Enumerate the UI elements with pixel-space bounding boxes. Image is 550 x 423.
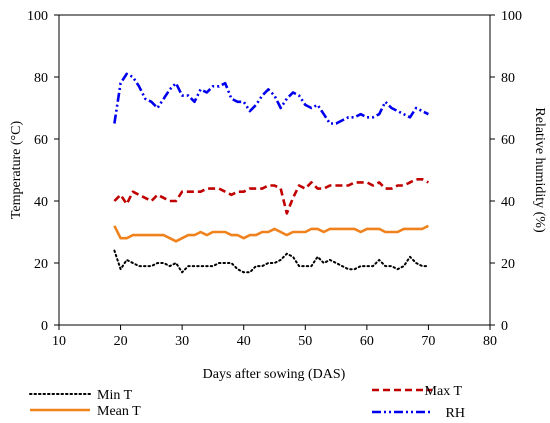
- legend-label-rh: RH: [446, 406, 465, 421]
- plot-frame: [58, 14, 491, 326]
- x-tick-label: 30: [175, 334, 189, 349]
- y2-tick-label: 20: [501, 257, 515, 272]
- legend: Min T Max T Mean T RH: [29, 384, 465, 421]
- series-lines: [113, 72, 430, 274]
- x-tick-label: 80: [483, 334, 497, 349]
- y-tick-label: 100: [27, 9, 48, 24]
- series-line-max-t: [113, 178, 429, 215]
- series-line-rh: [113, 72, 429, 125]
- y2-tick-label: 100: [501, 9, 522, 24]
- y-axis-ticks: 0 20 40 60 80 100: [27, 9, 59, 334]
- x-tick-label: 70: [421, 334, 435, 349]
- x-tick-label: 40: [237, 334, 251, 349]
- y2-tick-label: 60: [501, 133, 515, 148]
- y-axis-label: Temperature (°C): [9, 121, 24, 220]
- x-axis-ticks: 10 20 30 40 50 60 70 80: [52, 325, 497, 349]
- y2-axis-ticks: 0 20 40 60 80 100: [490, 9, 522, 334]
- legend-label-max-t: Max T: [425, 384, 463, 399]
- y-tick-label: 60: [34, 133, 48, 148]
- y-tick-label: 20: [34, 257, 48, 272]
- legend-label-mean-t: Mean T: [97, 404, 141, 419]
- x-tick-label: 50: [298, 334, 312, 349]
- y2-tick-label: 0: [501, 319, 508, 334]
- legend-label-min-t: Min T: [97, 388, 133, 403]
- x-tick-label: 20: [114, 334, 128, 349]
- series-line-min-t: [113, 249, 430, 274]
- series-line-mean-t: [113, 224, 429, 243]
- y-tick-label: 40: [34, 195, 48, 210]
- x-tick-label: 60: [360, 334, 374, 349]
- x-tick-label: 10: [52, 334, 66, 349]
- x-axis-label: Days after sowing (DAS): [203, 367, 346, 382]
- y2-tick-label: 80: [501, 71, 515, 86]
- y2-tick-label: 40: [501, 195, 515, 210]
- y-tick-label: 0: [41, 319, 48, 334]
- y2-axis-label: Relative humidity (%): [532, 107, 547, 233]
- y-tick-label: 80: [34, 71, 48, 86]
